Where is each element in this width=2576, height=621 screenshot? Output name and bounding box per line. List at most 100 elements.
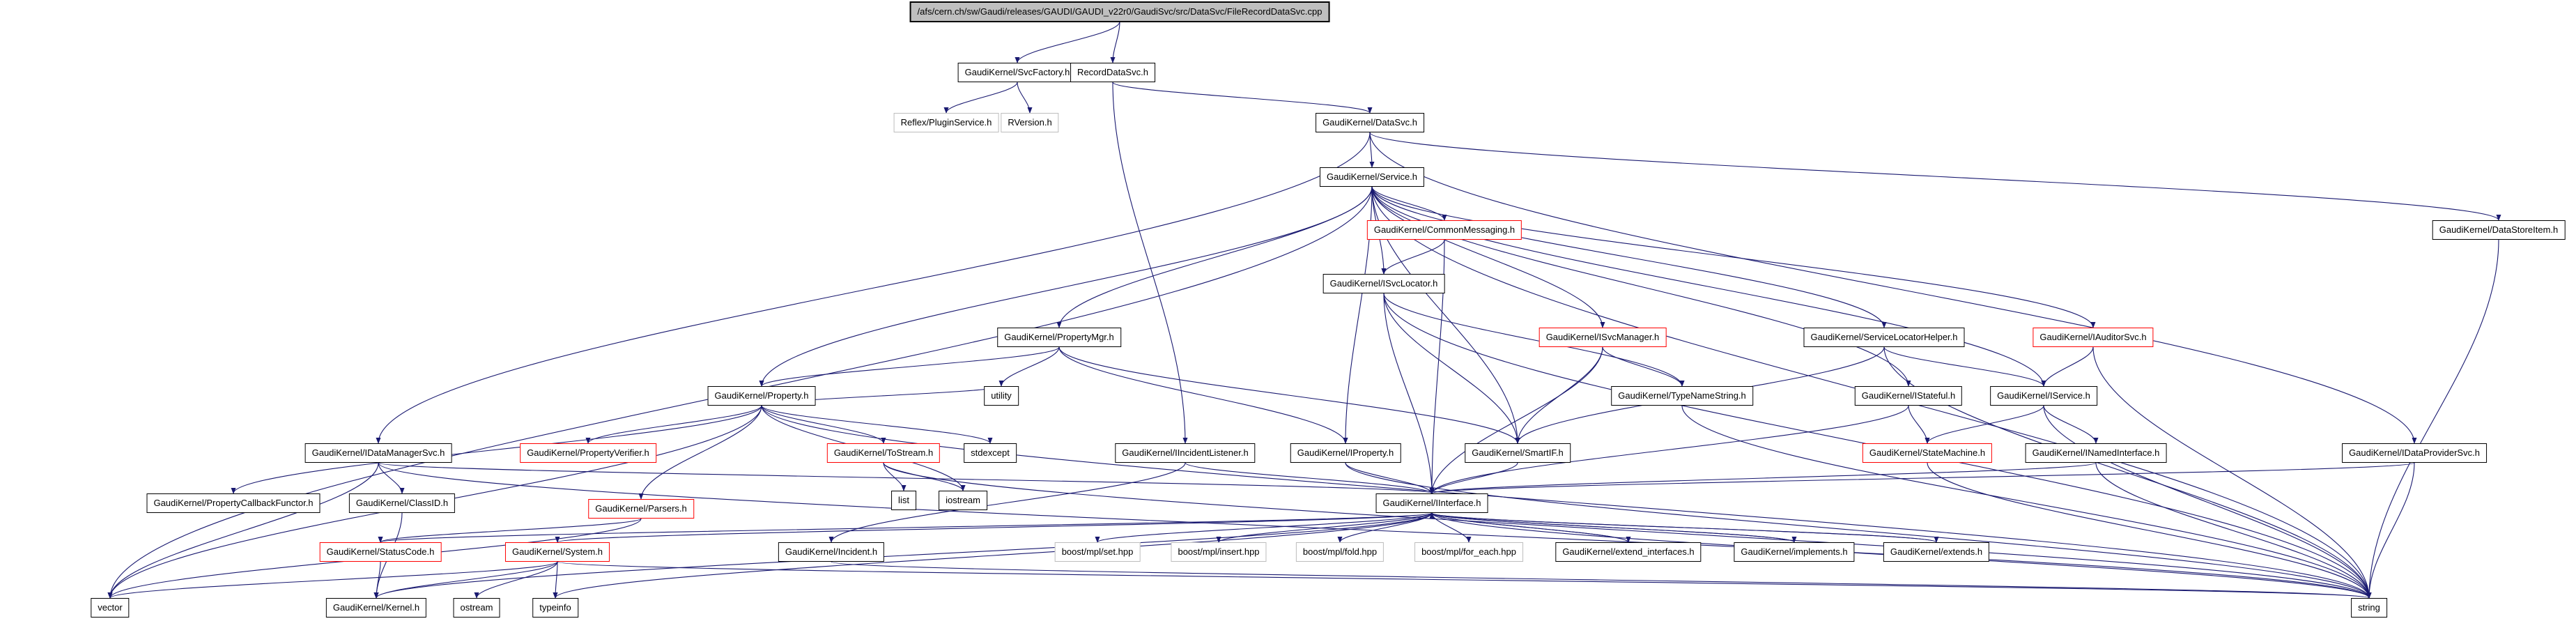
edge-property-to-propertyverifier <box>585 405 762 444</box>
edge-istateful-to-iinterface <box>1429 405 1909 494</box>
node-parsers[interactable]: GaudiKernel/Parsers.h <box>588 499 694 519</box>
edge-property-to-tostream <box>761 405 886 444</box>
node-datasvc[interactable]: GaudiKernel/DataSvc.h <box>1316 113 1424 132</box>
edge-service-to-istateful <box>1371 186 1911 387</box>
node-typenamestring[interactable]: GaudiKernel/TypeNameString.h <box>1611 386 1753 406</box>
edge-propertymgr-to-utility <box>998 346 1060 387</box>
node-string: string <box>2351 598 2387 618</box>
edge-service-to-isvcmanager <box>1371 186 1605 328</box>
node-propertymgr[interactable]: GaudiKernel/PropertyMgr.h <box>997 328 1121 347</box>
node-mplfold: boost/mpl/fold.hpp <box>1295 542 1385 562</box>
edge-iservice-to-statemachine <box>1925 405 2044 444</box>
edge-statuscode-to-kernel <box>373 561 381 599</box>
node-iincidentlistener[interactable]: GaudiKernel/IIncidentListener.h <box>1115 443 1256 463</box>
node-iservice[interactable]: GaudiKernel/IService.h <box>1990 386 2097 406</box>
node-propertyverifier[interactable]: GaudiKernel/PropertyVerifier.h <box>520 443 656 463</box>
node-recorddatasvc[interactable]: RecordDataSvc.h <box>1070 63 1155 82</box>
edge-servicelocatorhelper-to-string <box>1883 346 2372 599</box>
node-propertycallbackfunctor[interactable]: GaudiKernel/PropertyCallbackFunctor.h <box>146 493 321 513</box>
edge-iservice-to-inamedinterface <box>2043 405 2099 444</box>
edge-servicelocatorhelper-to-iservice <box>1883 346 2046 387</box>
node-servicelocatorhelper[interactable]: GaudiKernel/ServiceLocatorHelper.h <box>1803 328 1965 347</box>
node-isvcmanager[interactable]: GaudiKernel/ISvcManager.h <box>1538 328 1667 347</box>
node-title: /afs/cern.ch/sw/Gaudi/releases/GAUDI/GAU… <box>909 1 1330 22</box>
node-kernel[interactable]: GaudiKernel/Kernel.h <box>325 598 427 618</box>
edge-iinterface-to-mplset <box>1095 512 1433 543</box>
edge-recorddatasvc-to-iincidentlistener <box>1112 82 1188 444</box>
edge-property-to-stdexcept <box>761 405 993 444</box>
node-commonmessaging[interactable]: GaudiKernel/CommonMessaging.h <box>1366 220 1522 240</box>
edge-service-to-iauditorsvc <box>1371 186 2096 328</box>
edge-service-to-property <box>759 186 1373 387</box>
node-system[interactable]: GaudiKernel/System.h <box>504 542 610 562</box>
node-property[interactable]: GaudiKernel/Property.h <box>707 386 816 406</box>
edge-isvclocator-to-typenamestring <box>1383 293 1685 387</box>
edge-inamedinterface-to-string <box>2095 462 2372 599</box>
node-svcfactory[interactable]: GaudiKernel/SvcFactory.h <box>957 63 1077 82</box>
edge-system-to-typeinfo <box>553 561 558 599</box>
edge-incident-to-string <box>831 561 2371 599</box>
edge-iinterface-to-system <box>555 512 1433 543</box>
edge-iauditorsvc-to-iservice <box>2041 346 2094 387</box>
node-statuscode[interactable]: GaudiKernel/StatusCode.h <box>319 542 442 562</box>
edge-service-to-servicelocatorhelper <box>1371 186 1887 328</box>
edge-iproperty-to-iinterface <box>1345 462 1435 494</box>
edge-datasvc-to-idataprovidersvc <box>1369 132 2417 444</box>
node-mplset: boost/mpl/set.hpp <box>1054 542 1141 562</box>
node-iauditorsvc[interactable]: GaudiKernel/IAuditorSvc.h <box>2033 328 2154 347</box>
edge-system-to-ostream <box>474 561 558 599</box>
edge-isvcmanager-to-iinterface <box>1429 346 1603 494</box>
node-utility: utility <box>984 386 1019 406</box>
node-inamedinterface[interactable]: GaudiKernel/INamedInterface.h <box>2025 443 2167 463</box>
edge-commonmessaging-to-isvclocator <box>1381 239 1445 275</box>
node-smartif[interactable]: GaudiKernel/SmartIF.h <box>1465 443 1571 463</box>
edge-datastoreitem-to-string <box>2366 239 2499 599</box>
edge-propertymgr-to-property <box>759 346 1060 387</box>
edge-tostream-to-string <box>883 462 2372 599</box>
node-idataprovidersvc[interactable]: GaudiKernel/IDataProviderSvc.h <box>2342 443 2487 463</box>
node-implements[interactable]: GaudiKernel/implements.h <box>1734 542 1855 562</box>
edge-system-to-vector <box>107 561 558 599</box>
edge-propertymgr-to-iproperty <box>1058 346 1348 444</box>
edge-idatamanagersvc-to-vector <box>107 462 379 599</box>
edge-isvclocator-to-smartif <box>1383 293 1520 444</box>
node-statemachine[interactable]: GaudiKernel/StateMachine.h <box>1862 443 1993 463</box>
edge-idatamanagersvc-to-classid <box>378 462 405 494</box>
edge-propertymgr-to-smartif <box>1058 346 1520 444</box>
edge-service-to-propertymgr <box>1056 186 1373 328</box>
edge-datasvc-to-idatamanagersvc <box>376 132 1371 444</box>
node-iproperty[interactable]: GaudiKernel/IProperty.h <box>1290 443 1401 463</box>
edge-svcfactory-to-reflex <box>943 82 1018 114</box>
node-istateful[interactable]: GaudiKernel/IStateful.h <box>1854 386 1963 406</box>
node-extends[interactable]: GaudiKernel/extends.h <box>1883 542 1990 562</box>
edge-idataprovidersvc-to-iinterface <box>1430 462 2415 494</box>
edge-iinterface-to-mplinsert <box>1216 512 1433 543</box>
node-idatamanagersvc[interactable]: GaudiKernel/IDataManagerSvc.h <box>304 443 452 463</box>
edge-system-to-kernel <box>373 561 558 599</box>
edge-smartif-to-iinterface <box>1429 462 1518 494</box>
node-typeinfo: typeinfo <box>532 598 578 618</box>
node-iinterface[interactable]: GaudiKernel/IInterface.h <box>1375 493 1488 513</box>
edge-istateful-to-statemachine <box>1908 405 1930 444</box>
node-mplforeach: boost/mpl/for_each.hpp <box>1414 542 1523 562</box>
node-isvclocator[interactable]: GaudiKernel/ISvcLocator.h <box>1322 274 1445 293</box>
edge-iinterface-to-statuscode <box>378 512 1433 543</box>
node-datastoreitem[interactable]: GaudiKernel/DataStoreItem.h <box>2432 220 2566 240</box>
edge-service-to-iservice <box>1371 186 2046 387</box>
edge-recorddatasvc-to-datasvc <box>1112 82 1373 114</box>
edge-iauditorsvc-to-string <box>2092 346 2372 599</box>
edge-extendinterfaces-to-iinterface <box>1429 512 1629 543</box>
node-service[interactable]: GaudiKernel/Service.h <box>1319 167 1425 187</box>
edge-iincidentlistener-to-iinterface <box>1185 462 1435 494</box>
edge-title-to-svcfactory <box>1015 21 1120 63</box>
node-iostream: iostream <box>939 491 987 510</box>
edge-isvcmanager-to-typenamestring <box>1602 346 1685 387</box>
node-classid[interactable]: GaudiKernel/ClassID.h <box>348 493 456 513</box>
node-extendinterfaces[interactable]: GaudiKernel/extend_interfaces.h <box>1555 542 1702 562</box>
node-ostream: ostream <box>453 598 500 618</box>
node-stdexcept: stdexcept <box>964 443 1017 463</box>
edge-parsers-to-statuscode <box>378 518 642 543</box>
node-incident[interactable]: GaudiKernel/Incident.h <box>778 542 885 562</box>
edge-system-to-string <box>557 561 2371 599</box>
node-tostream[interactable]: GaudiKernel/ToStream.h <box>826 443 941 463</box>
